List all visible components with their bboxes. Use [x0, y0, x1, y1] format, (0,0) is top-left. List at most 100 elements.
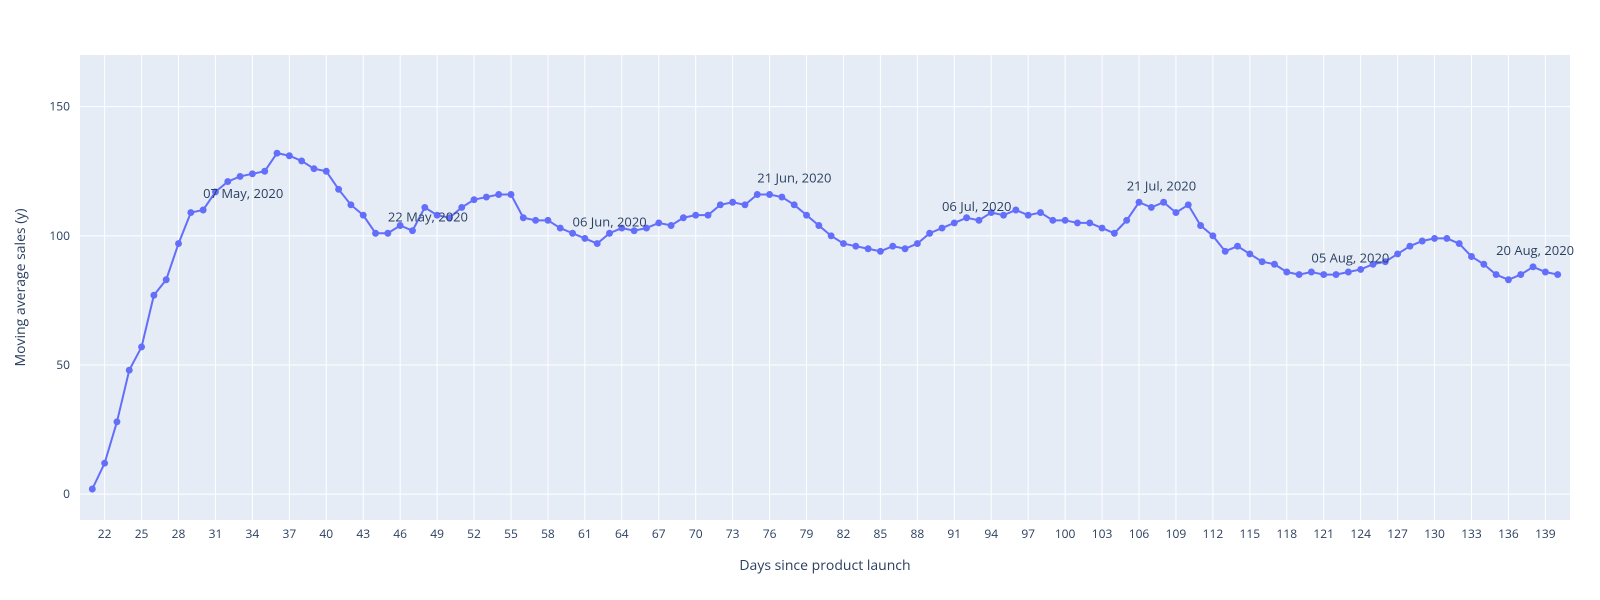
- data-point[interactable]: [1185, 201, 1192, 208]
- data-point[interactable]: [877, 248, 884, 255]
- data-point[interactable]: [495, 191, 502, 198]
- data-point[interactable]: [175, 240, 182, 247]
- data-point[interactable]: [1173, 209, 1180, 216]
- data-point[interactable]: [963, 214, 970, 221]
- data-point[interactable]: [939, 225, 946, 232]
- data-point[interactable]: [1037, 209, 1044, 216]
- data-point[interactable]: [1222, 248, 1229, 255]
- data-point[interactable]: [778, 194, 785, 201]
- data-point[interactable]: [1530, 263, 1537, 270]
- data-point[interactable]: [680, 214, 687, 221]
- data-point[interactable]: [1493, 271, 1500, 278]
- data-point[interactable]: [274, 150, 281, 157]
- data-point[interactable]: [852, 243, 859, 250]
- data-point[interactable]: [569, 230, 576, 237]
- data-point[interactable]: [803, 212, 810, 219]
- data-point[interactable]: [1554, 271, 1561, 278]
- data-point[interactable]: [1468, 253, 1475, 260]
- data-point[interactable]: [200, 207, 207, 214]
- data-point[interactable]: [138, 343, 145, 350]
- data-point[interactable]: [1517, 271, 1524, 278]
- sales-line-chart[interactable]: 2225283134374043464952555861646770737679…: [0, 0, 1600, 600]
- data-point[interactable]: [1160, 199, 1167, 206]
- data-point[interactable]: [655, 219, 662, 226]
- data-point[interactable]: [323, 168, 330, 175]
- data-point[interactable]: [1320, 271, 1327, 278]
- data-point[interactable]: [101, 460, 108, 467]
- data-point[interactable]: [1480, 261, 1487, 268]
- data-point[interactable]: [692, 212, 699, 219]
- data-point[interactable]: [126, 367, 133, 374]
- data-point[interactable]: [1283, 269, 1290, 276]
- data-point[interactable]: [508, 191, 515, 198]
- data-point[interactable]: [1246, 250, 1253, 257]
- data-point[interactable]: [520, 214, 527, 221]
- data-point[interactable]: [840, 240, 847, 247]
- data-point[interactable]: [594, 240, 601, 247]
- data-point[interactable]: [754, 191, 761, 198]
- data-point[interactable]: [668, 222, 675, 229]
- data-point[interactable]: [1012, 207, 1019, 214]
- data-point[interactable]: [865, 245, 872, 252]
- data-point[interactable]: [1136, 199, 1143, 206]
- data-point[interactable]: [409, 227, 416, 234]
- data-point[interactable]: [544, 217, 551, 224]
- data-point[interactable]: [914, 240, 921, 247]
- data-point[interactable]: [729, 199, 736, 206]
- data-point[interactable]: [742, 201, 749, 208]
- data-point[interactable]: [1209, 232, 1216, 239]
- data-point[interactable]: [766, 191, 773, 198]
- data-point[interactable]: [163, 276, 170, 283]
- data-point[interactable]: [347, 201, 354, 208]
- data-point[interactable]: [335, 186, 342, 193]
- data-point[interactable]: [1443, 235, 1450, 242]
- data-point[interactable]: [1456, 240, 1463, 247]
- data-point[interactable]: [705, 212, 712, 219]
- data-point[interactable]: [1542, 269, 1549, 276]
- data-point[interactable]: [286, 152, 293, 159]
- data-point[interactable]: [717, 201, 724, 208]
- data-point[interactable]: [581, 235, 588, 242]
- data-point[interactable]: [1062, 217, 1069, 224]
- data-point[interactable]: [1049, 217, 1056, 224]
- data-point[interactable]: [1406, 243, 1413, 250]
- data-point[interactable]: [1086, 219, 1093, 226]
- data-point[interactable]: [384, 230, 391, 237]
- data-point[interactable]: [975, 217, 982, 224]
- data-point[interactable]: [532, 217, 539, 224]
- data-point[interactable]: [926, 230, 933, 237]
- data-point[interactable]: [483, 194, 490, 201]
- data-point[interactable]: [1197, 222, 1204, 229]
- data-point[interactable]: [372, 230, 379, 237]
- data-point[interactable]: [1394, 250, 1401, 257]
- data-point[interactable]: [1025, 212, 1032, 219]
- data-point[interactable]: [1099, 225, 1106, 232]
- data-point[interactable]: [1111, 230, 1118, 237]
- data-point[interactable]: [187, 209, 194, 216]
- data-point[interactable]: [249, 170, 256, 177]
- data-point[interactable]: [471, 196, 478, 203]
- data-point[interactable]: [150, 292, 157, 299]
- data-point[interactable]: [1431, 235, 1438, 242]
- data-point[interactable]: [1505, 276, 1512, 283]
- data-point[interactable]: [1123, 217, 1130, 224]
- data-point[interactable]: [791, 201, 798, 208]
- data-point[interactable]: [1074, 219, 1081, 226]
- data-point[interactable]: [815, 222, 822, 229]
- data-point[interactable]: [1271, 261, 1278, 268]
- data-point[interactable]: [89, 486, 96, 493]
- data-point[interactable]: [606, 230, 613, 237]
- data-point[interactable]: [261, 168, 268, 175]
- data-point[interactable]: [360, 212, 367, 219]
- data-point[interactable]: [113, 418, 120, 425]
- data-point[interactable]: [889, 243, 896, 250]
- data-point[interactable]: [1357, 266, 1364, 273]
- data-point[interactable]: [1345, 269, 1352, 276]
- data-point[interactable]: [237, 173, 244, 180]
- data-point[interactable]: [902, 245, 909, 252]
- data-point[interactable]: [557, 225, 564, 232]
- data-point[interactable]: [1296, 271, 1303, 278]
- data-point[interactable]: [951, 219, 958, 226]
- data-point[interactable]: [1148, 204, 1155, 211]
- data-point[interactable]: [1259, 258, 1266, 265]
